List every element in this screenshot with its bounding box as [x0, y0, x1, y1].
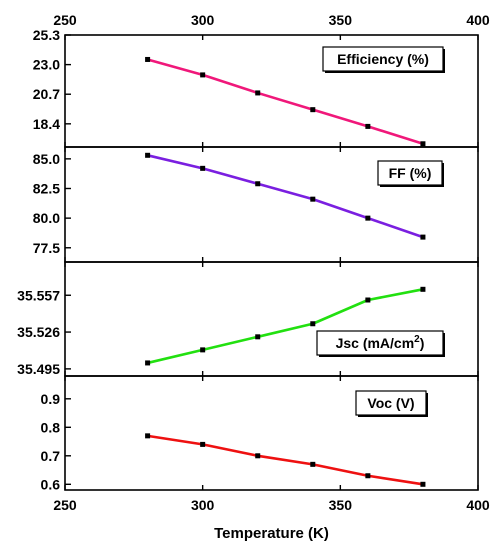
panel-label-voc: Voc (V): [355, 390, 428, 417]
label-main: FF (%): [389, 165, 432, 181]
panel-label-ff: FF (%): [377, 160, 444, 187]
data-point: [420, 286, 426, 292]
bottom-x-tick-label: 400: [466, 497, 490, 513]
label-box: [355, 390, 427, 416]
series-line-ff: [147, 154, 424, 239]
bottom-x-tick-label: 350: [329, 497, 353, 513]
x-axis-title: Temperature (K): [214, 525, 329, 542]
bottom-x-axis: 250 300 350 400: [53, 497, 490, 513]
bottom-x-tick-label: 250: [53, 497, 77, 513]
panel-ff: 85.0 82.5 80.0 77.5 FF (%): [33, 146, 479, 263]
data-point: [145, 433, 151, 439]
data-point: [200, 441, 206, 447]
label-box: [377, 160, 443, 186]
panel-label-text: Voc (V): [367, 395, 414, 411]
data-point: [145, 152, 151, 158]
y-tick-label: 35.495: [17, 361, 60, 377]
y-tick-label: 0.6: [41, 476, 61, 492]
data-point: [200, 72, 206, 78]
data-point: [365, 123, 371, 129]
data-point: [255, 181, 261, 187]
y-tick-label: 0.9: [41, 391, 61, 407]
label-tail: ): [420, 335, 425, 351]
data-point: [310, 107, 316, 113]
panel-frame: [64, 261, 479, 377]
y-tick-label: 85.0: [33, 151, 60, 167]
data-point: [310, 196, 316, 202]
data-point: [200, 165, 206, 171]
panel-label-efficiency: Efficiency (%): [322, 46, 445, 73]
label-main: Efficiency (%): [337, 51, 429, 67]
series-line-efficiency: [147, 58, 424, 146]
bottom-x-tick-label: 300: [191, 497, 215, 513]
data-point: [200, 347, 206, 353]
data-point: [420, 481, 426, 487]
label-box: [322, 46, 444, 72]
series-line-jsc: [147, 288, 424, 365]
data-point: [145, 360, 151, 366]
panel-label-jsc: Jsc (mA/cm2): [316, 330, 445, 357]
panel-jsc: 35.557 35.526 35.495 Jsc (mA/cm2): [17, 261, 479, 377]
y-tick-label: 23.0: [33, 57, 60, 73]
top-x-tick-label: 250: [53, 12, 77, 28]
panel-label-text: FF (%): [389, 165, 432, 181]
panel-label-text: Efficiency (%): [337, 51, 429, 67]
data-point: [310, 461, 316, 467]
data-point: [145, 56, 151, 62]
series-line-voc: [147, 434, 424, 486]
data-point: [420, 234, 426, 240]
panel-frame: [64, 375, 479, 491]
y-tick-label: 18.4: [33, 116, 60, 132]
y-tick-label: 35.557: [17, 287, 60, 303]
data-point: [255, 453, 261, 459]
top-x-tick-label: 300: [191, 12, 215, 28]
data-point: [420, 141, 426, 147]
y-tick-label: 0.7: [41, 448, 61, 464]
y-tick-label: 77.5: [33, 240, 60, 256]
y-tick-label: 82.5: [33, 180, 60, 196]
label-main: Jsc (mA/cm: [336, 335, 415, 351]
top-x-tick-label: 400: [466, 12, 490, 28]
label-main: Voc (V): [367, 395, 414, 411]
data-point: [365, 473, 371, 479]
panel-label-text: Jsc (mA/cm2): [336, 334, 425, 351]
panel-efficiency: 25.3 23.0 20.7 18.4 Efficiency (%): [33, 27, 479, 148]
data-point: [365, 297, 371, 303]
y-tick-label: 25.3: [33, 27, 60, 43]
panel-voc: 0.9 0.8 0.7 0.6 Voc (V): [41, 375, 479, 492]
y-tick-label: 0.8: [41, 419, 61, 435]
y-tick-label: 80.0: [33, 210, 60, 226]
data-point: [255, 90, 261, 96]
data-point: [255, 334, 261, 340]
y-tick-label: 35.526: [17, 324, 60, 340]
data-point: [365, 215, 371, 221]
label-box: [316, 330, 444, 356]
top-x-axis: 250 300 350 400: [53, 12, 490, 28]
y-tick-label: 20.7: [33, 86, 60, 102]
data-point: [310, 321, 316, 327]
label-superscript: 2: [414, 334, 420, 345]
top-x-tick-label: 350: [329, 12, 353, 28]
